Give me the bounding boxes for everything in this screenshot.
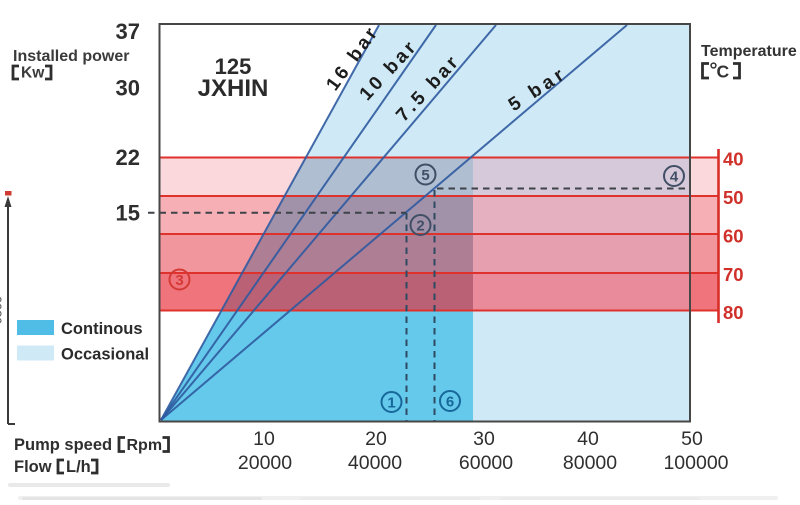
svg-text:3: 3 <box>175 272 183 289</box>
svg-text:15: 15 <box>116 201 140 226</box>
svg-text:1: 1 <box>387 395 395 412</box>
svg-text:60000: 60000 <box>459 452 513 474</box>
svg-text:Continous: Continous <box>61 320 143 338</box>
svg-text:80: 80 <box>723 302 744 323</box>
svg-text:40000: 40000 <box>348 452 402 474</box>
svg-text:50: 50 <box>723 187 744 208</box>
svg-text:100000: 100000 <box>663 452 728 474</box>
svg-text:125: 125 <box>215 54 252 79</box>
svg-text:30: 30 <box>473 428 495 450</box>
svg-text:C: C <box>717 62 730 82</box>
svg-text:4: 4 <box>670 169 679 186</box>
svg-text:Flow: Flow <box>14 458 52 476</box>
svg-text:Kw: Kw <box>21 65 45 82</box>
svg-text:80000: 80000 <box>563 452 617 474</box>
svg-text:30: 30 <box>116 76 140 101</box>
svg-text:Temperature: Temperature <box>701 43 797 60</box>
svg-text:Occasional: Occasional <box>61 346 149 364</box>
svg-text:40: 40 <box>723 149 744 170</box>
svg-text:9500: 9500 <box>0 296 5 324</box>
svg-text:2: 2 <box>416 218 424 235</box>
svg-text:37: 37 <box>116 19 140 44</box>
svg-text:Installed power: Installed power <box>13 48 129 65</box>
svg-text:22: 22 <box>116 145 140 170</box>
svg-text:10: 10 <box>253 428 275 450</box>
svg-text:JXHIN: JXHIN <box>198 75 269 102</box>
svg-text:20000: 20000 <box>238 452 292 474</box>
svg-text:5: 5 <box>421 167 429 184</box>
svg-text:50: 50 <box>681 428 703 450</box>
svg-text:6: 6 <box>446 394 454 411</box>
svg-text:60: 60 <box>723 226 744 247</box>
svg-text:70: 70 <box>723 264 744 285</box>
svg-text:Pump speed: Pump speed <box>14 436 112 454</box>
svg-text:L/h: L/h <box>66 458 91 476</box>
svg-text:Rpm: Rpm <box>127 437 163 454</box>
svg-text:40: 40 <box>577 428 599 450</box>
svg-text:20: 20 <box>365 428 387 450</box>
